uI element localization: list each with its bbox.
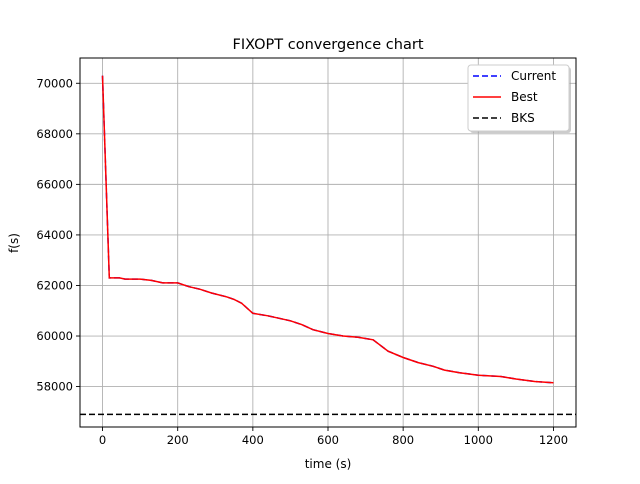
x-tick-label: 1200 bbox=[539, 433, 568, 447]
y-tick-label: 58000 bbox=[36, 380, 73, 394]
legend-label-best: Best bbox=[511, 90, 538, 104]
y-axis-label: f(s) bbox=[7, 233, 21, 253]
x-tick-label: 800 bbox=[392, 433, 414, 447]
x-tick-label: 200 bbox=[167, 433, 189, 447]
y-tick-label: 62000 bbox=[36, 278, 73, 292]
x-tick-label: 600 bbox=[317, 433, 339, 447]
y-tick-label: 70000 bbox=[36, 76, 73, 90]
x-tick-label: 400 bbox=[242, 433, 264, 447]
y-tick-label: 60000 bbox=[36, 329, 73, 343]
y-tick-label: 66000 bbox=[36, 177, 73, 191]
x-tick-label: 1000 bbox=[464, 433, 493, 447]
series-layer bbox=[80, 75, 576, 416]
legend-label-bks: BKS bbox=[511, 111, 535, 125]
series-line-best bbox=[101, 75, 554, 384]
grid-layer bbox=[80, 58, 576, 427]
legend-label-current: Current bbox=[511, 69, 556, 83]
ticks-layer: 0 200 400 600 800 1000 1200 58000 60000 62000 6400… bbox=[36, 76, 568, 447]
y-tick-label: 64000 bbox=[36, 228, 73, 242]
legend-box bbox=[467, 64, 570, 132]
x-tick-label: 0 bbox=[99, 433, 106, 447]
chart-title: FIXOPT convergence chart bbox=[233, 37, 424, 53]
y-tick-label: 68000 bbox=[36, 127, 73, 141]
legend: Current Best BKS bbox=[467, 64, 571, 133]
x-axis-label: time (s) bbox=[305, 457, 352, 471]
